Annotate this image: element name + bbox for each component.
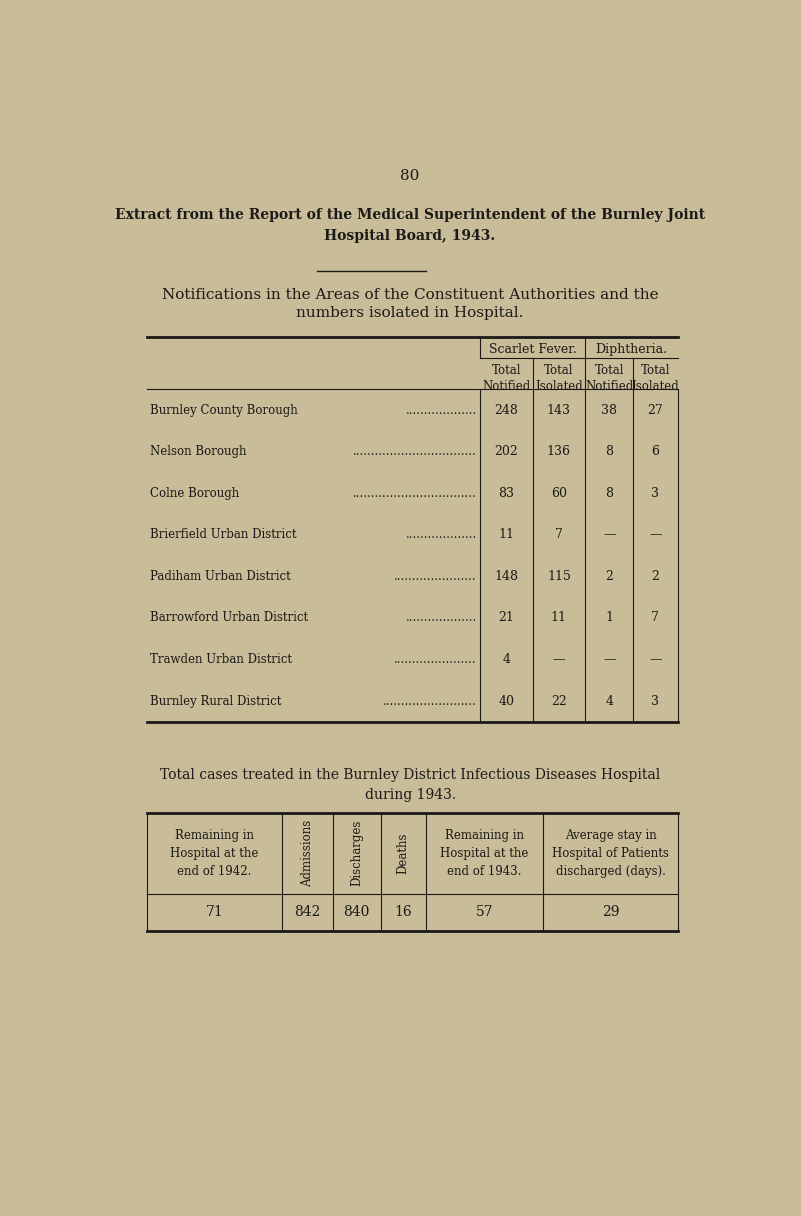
Text: 115: 115 bbox=[547, 570, 571, 582]
Text: Colne Borough: Colne Borough bbox=[150, 486, 239, 500]
Text: Brierfield Urban District: Brierfield Urban District bbox=[150, 528, 296, 541]
Text: .................................: ................................. bbox=[353, 486, 477, 500]
Text: —: — bbox=[649, 653, 662, 666]
Text: 8: 8 bbox=[606, 486, 614, 500]
Text: 6: 6 bbox=[651, 445, 659, 458]
Text: 7: 7 bbox=[651, 612, 659, 625]
Text: 3: 3 bbox=[651, 486, 659, 500]
Text: ......................: ...................... bbox=[394, 653, 477, 666]
Text: 840: 840 bbox=[344, 905, 370, 919]
Text: 22: 22 bbox=[551, 694, 567, 708]
Text: Total
Notified: Total Notified bbox=[482, 364, 530, 393]
Text: 21: 21 bbox=[498, 612, 514, 625]
Text: ...................: ................... bbox=[405, 612, 477, 625]
Text: 3: 3 bbox=[651, 694, 659, 708]
Text: 842: 842 bbox=[294, 905, 320, 919]
Text: Remaining in
Hospital at the
end of 1943.: Remaining in Hospital at the end of 1943… bbox=[441, 828, 529, 878]
Text: 1: 1 bbox=[606, 612, 614, 625]
Text: —: — bbox=[603, 653, 615, 666]
Text: Notifications in the Areas of the Constituent Authorities and the: Notifications in the Areas of the Consti… bbox=[162, 288, 658, 303]
Text: 29: 29 bbox=[602, 905, 619, 919]
Text: Padiham Urban District: Padiham Urban District bbox=[150, 570, 291, 582]
Text: 4: 4 bbox=[606, 694, 614, 708]
Text: —: — bbox=[553, 653, 566, 666]
Text: Total cases treated in the Burnley District Infectious Diseases Hospital: Total cases treated in the Burnley Distr… bbox=[160, 769, 660, 782]
Text: —: — bbox=[603, 528, 615, 541]
Text: 248: 248 bbox=[494, 404, 518, 417]
Text: numbers isolated in Hospital.: numbers isolated in Hospital. bbox=[296, 306, 524, 320]
Text: 57: 57 bbox=[476, 905, 493, 919]
Text: Extract from the Report of the Medical Superintendent of the Burnley Joint
Hospi: Extract from the Report of the Medical S… bbox=[115, 208, 705, 243]
Text: Total
Isolated: Total Isolated bbox=[535, 364, 583, 393]
Text: ...................: ................... bbox=[405, 528, 477, 541]
Text: Discharges: Discharges bbox=[350, 820, 363, 886]
Text: Average stay in
Hospital of Patients
discharged (days).: Average stay in Hospital of Patients dis… bbox=[552, 828, 669, 878]
Text: 40: 40 bbox=[498, 694, 514, 708]
Text: 143: 143 bbox=[547, 404, 571, 417]
Text: 38: 38 bbox=[602, 404, 618, 417]
Text: 2: 2 bbox=[651, 570, 659, 582]
Text: 16: 16 bbox=[394, 905, 412, 919]
Text: Scarlet Fever.: Scarlet Fever. bbox=[489, 343, 577, 356]
Text: Total
Isolated: Total Isolated bbox=[631, 364, 679, 393]
Text: 80: 80 bbox=[400, 169, 420, 184]
Text: Remaining in
Hospital at the
end of 1942.: Remaining in Hospital at the end of 1942… bbox=[171, 828, 259, 878]
Text: Burnley Rural District: Burnley Rural District bbox=[150, 694, 281, 708]
Text: .........................: ......................... bbox=[383, 694, 477, 708]
Text: .................................: ................................. bbox=[353, 445, 477, 458]
Text: Burnley County Borough: Burnley County Borough bbox=[150, 404, 297, 417]
Text: 27: 27 bbox=[647, 404, 663, 417]
Text: 202: 202 bbox=[494, 445, 518, 458]
Text: 83: 83 bbox=[498, 486, 514, 500]
Text: ......................: ...................... bbox=[394, 570, 477, 582]
Text: 60: 60 bbox=[551, 486, 567, 500]
Text: Admissions: Admissions bbox=[301, 820, 314, 886]
Text: 7: 7 bbox=[555, 528, 563, 541]
Text: during 1943.: during 1943. bbox=[364, 788, 456, 803]
Text: 136: 136 bbox=[547, 445, 571, 458]
Text: Barrowford Urban District: Barrowford Urban District bbox=[150, 612, 308, 625]
Text: Nelson Borough: Nelson Borough bbox=[150, 445, 246, 458]
Text: 4: 4 bbox=[502, 653, 510, 666]
Text: Deaths: Deaths bbox=[396, 833, 409, 874]
Text: 11: 11 bbox=[498, 528, 514, 541]
Text: —: — bbox=[649, 528, 662, 541]
Text: 8: 8 bbox=[606, 445, 614, 458]
Text: 71: 71 bbox=[206, 905, 223, 919]
Text: Diphtheria.: Diphtheria. bbox=[595, 343, 667, 356]
Text: Trawden Urban District: Trawden Urban District bbox=[150, 653, 292, 666]
Text: 11: 11 bbox=[551, 612, 567, 625]
Text: 2: 2 bbox=[606, 570, 614, 582]
Text: 148: 148 bbox=[494, 570, 518, 582]
Text: Total
Notified: Total Notified bbox=[586, 364, 634, 393]
Text: ...................: ................... bbox=[405, 404, 477, 417]
